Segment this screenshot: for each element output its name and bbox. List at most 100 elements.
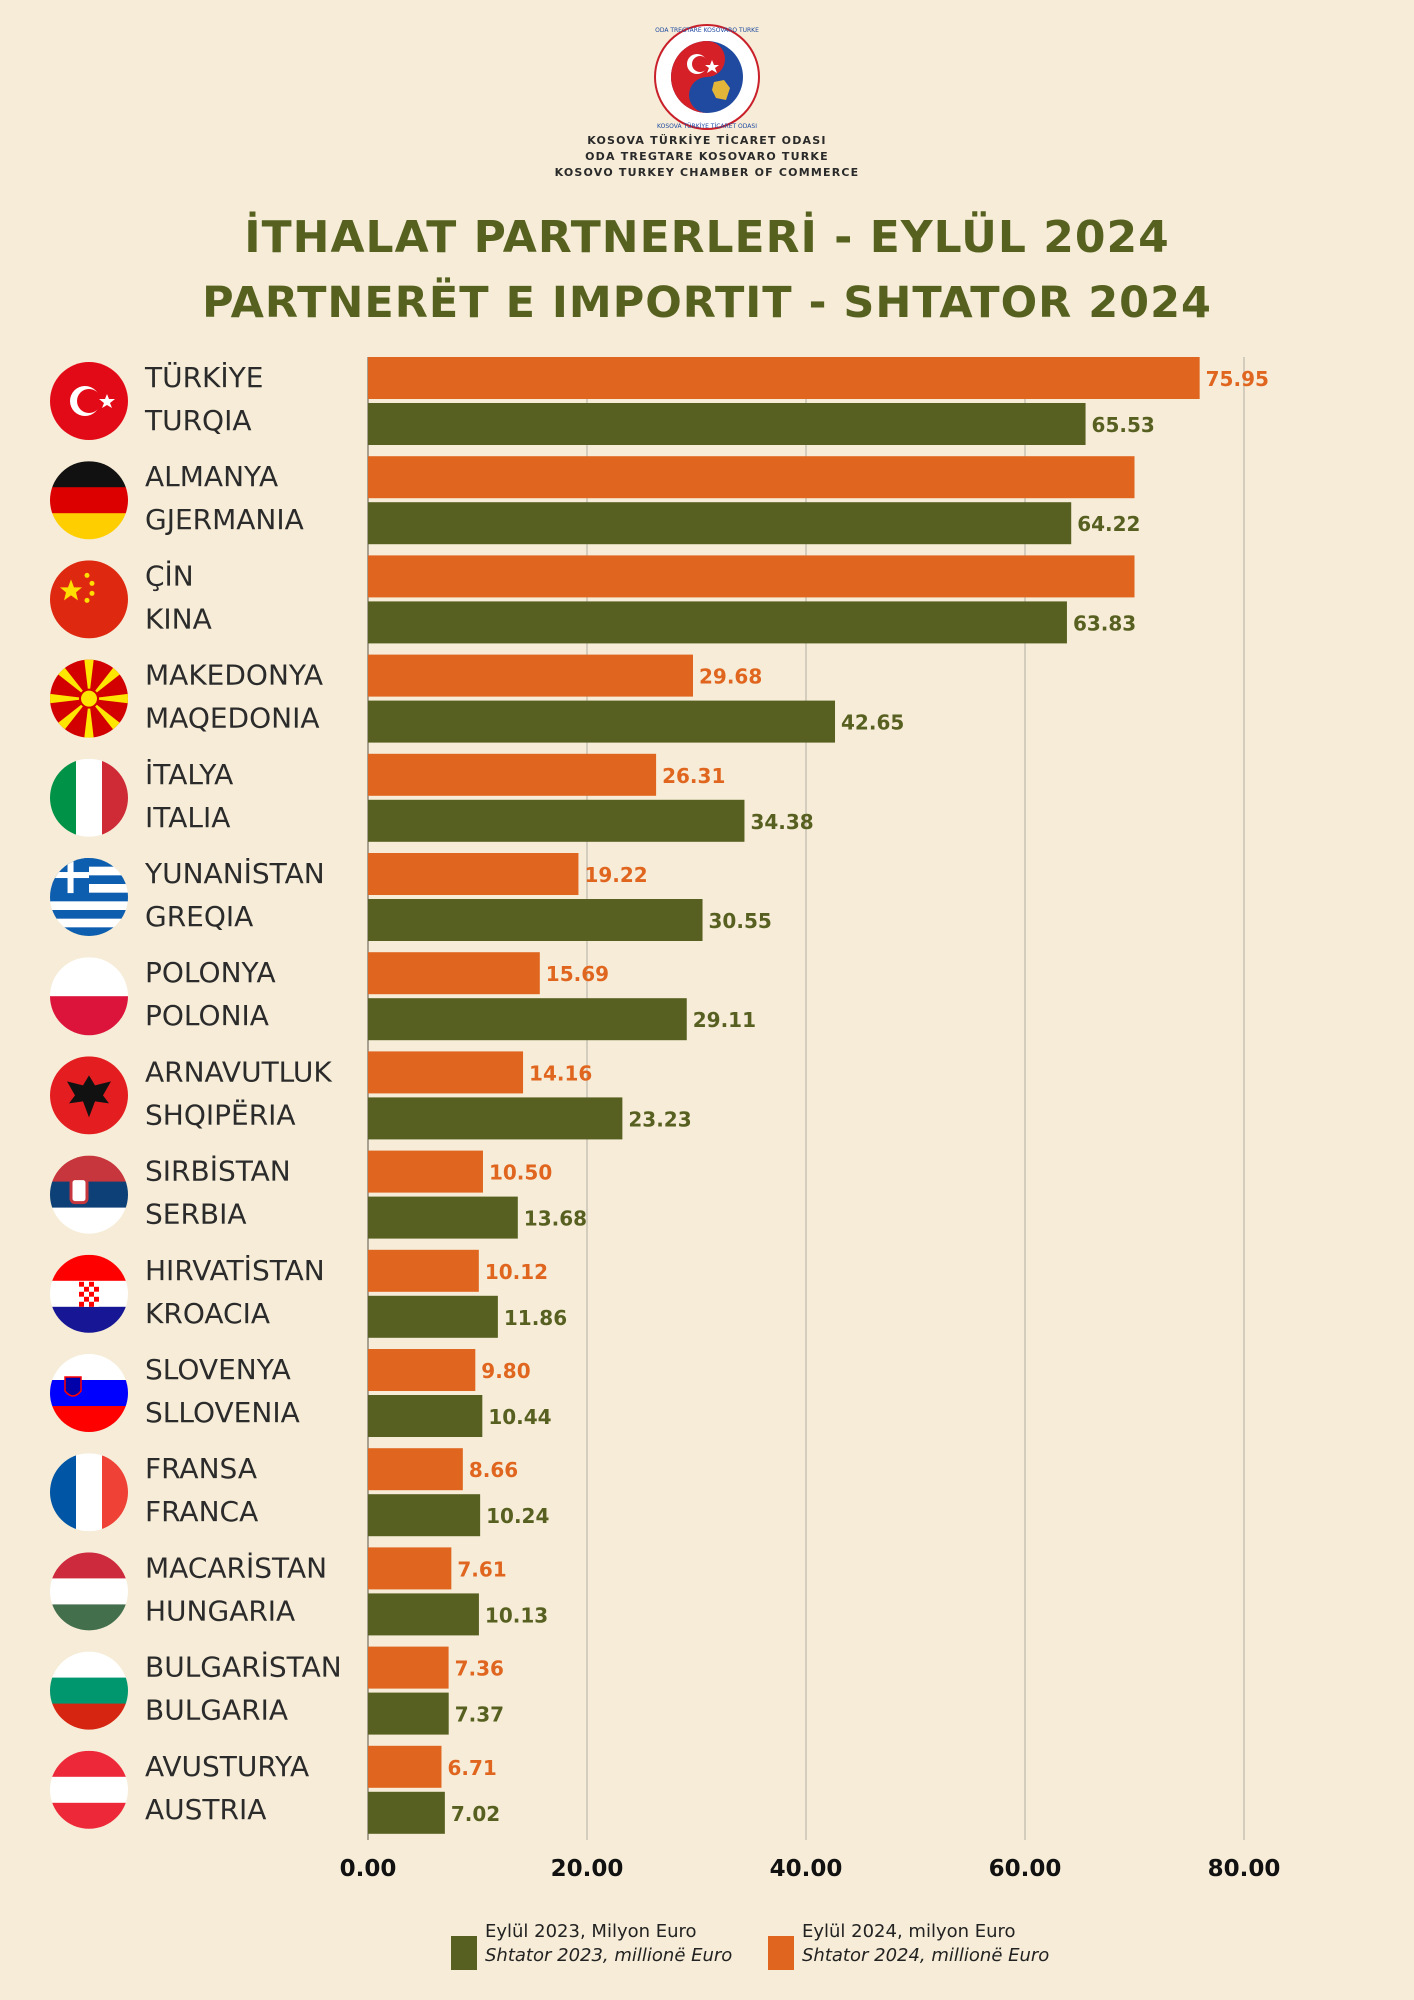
country-name-albanian: SLLOVENIA: [145, 1396, 300, 1429]
data-label-2024: 26.31: [662, 764, 725, 788]
org-name-english: KOSOVO TURKEY CHAMBER OF COMMERCE: [554, 166, 860, 179]
data-label-2023: 7.37: [455, 1703, 504, 1727]
data-label-2023: 65.53: [1092, 413, 1155, 437]
bar-2023: [368, 1791, 445, 1834]
bar-2023: [368, 899, 703, 941]
country-name-turkish: AVUSTURYA: [145, 1750, 309, 1783]
china-flag-icon: [50, 560, 128, 639]
bulgaria-flag-icon: [50, 1651, 128, 1730]
data-label-2024: 15.69: [546, 962, 609, 986]
x-tick-label: 20.00: [551, 1856, 624, 1882]
country-name-albanian: SERBIA: [145, 1198, 247, 1231]
bar-2023: [368, 799, 745, 842]
bar-2023: [368, 502, 1072, 545]
italy-flag-icon: [50, 758, 128, 837]
data-label-2024: 29.68: [699, 665, 762, 689]
bar-2023: [368, 1593, 479, 1636]
data-label-2024: 7.61: [457, 1557, 506, 1581]
country-name-albanian: KROACIA: [145, 1297, 270, 1330]
import-partners-bar-chart: 0.00 20.00 40.00 60.00 80.00 TÜRKİYE TURQIA 75.…: [50, 357, 1281, 1882]
turkey-flag-icon: [50, 362, 128, 440]
chart-title-turkish: İTHALAT PARTNERLERİ - EYLÜL 2024: [244, 212, 1170, 263]
country-name-albanian: FRANCA: [145, 1495, 258, 1528]
bar-2023: [368, 403, 1086, 445]
bar-2024: [368, 1150, 483, 1193]
bar-2024: [368, 357, 1200, 399]
data-label-2024: 14.16: [529, 1061, 592, 1085]
bar-2024: [368, 1646, 449, 1689]
country-name-albanian: KINA: [145, 602, 212, 635]
country-name-albanian: HUNGARIA: [145, 1594, 295, 1627]
bar-2024: [368, 1349, 476, 1391]
bar-2024: [368, 1051, 524, 1094]
country-name-turkish: ARNAVUTLUK: [145, 1055, 332, 1088]
bar-2024: [368, 1249, 479, 1292]
legend-label-2023-line2: Shtator 2023, millionë Euro: [485, 1945, 733, 1966]
bar-2024: [368, 654, 693, 697]
bar-2024: [368, 1547, 452, 1590]
legend-label-2024-line1: Eylül 2024, milyon Euro: [802, 1921, 1016, 1942]
data-label-2024: 8.66: [469, 1458, 518, 1482]
data-label-2023: 10.24: [486, 1504, 549, 1528]
country-name-turkish: HIRVATİSTAN: [145, 1254, 325, 1287]
bar-2023: [368, 1196, 518, 1239]
logo-ring-text-top: ODA TREGTARE KOSOVARO TURKE: [655, 27, 759, 34]
bar-2024: [368, 753, 657, 796]
greece-flag-icon: [50, 858, 128, 936]
country-name-albanian: TURQIA: [144, 404, 252, 437]
chart-title-albanian: PARTNERËT E IMPORTIT - SHTATOR 2024: [202, 278, 1212, 328]
bar-2023: [368, 700, 836, 743]
data-label-2024: 75.95: [1206, 367, 1269, 391]
data-label-2023: 63.83: [1073, 611, 1136, 635]
chamber-logo: ODA TREGTARE KOSOVARO TURKE KOSOVA TÜRKİ…: [0, 22, 1414, 132]
country-name-albanian: AUSTRIA: [145, 1793, 266, 1826]
data-label-2023: 11.86: [504, 1306, 567, 1330]
country-name-albanian: SHQIPËRIA: [145, 1098, 296, 1131]
country-name-turkish: SIRBİSTAN: [145, 1155, 291, 1188]
data-label-2023: 29.11: [693, 1008, 756, 1032]
data-label-2023: 7.02: [451, 1802, 500, 1826]
org-name-albanian: ODA TREGTARE KOSOVARO TURKE: [585, 150, 829, 163]
data-label-2023: 10.13: [485, 1603, 548, 1627]
country-name-turkish: MACARİSTAN: [145, 1551, 327, 1584]
country-name-turkish: TÜRKİYE: [144, 360, 263, 394]
data-label-2023: 10.44: [488, 1405, 551, 1429]
country-name-turkish: İTALYA: [145, 758, 233, 791]
x-tick-label: 0.00: [340, 1856, 397, 1882]
data-label-2023: 30.55: [709, 909, 772, 933]
country-name-turkish: YUNANİSTAN: [144, 857, 325, 890]
country-name-turkish: BULGARİSTAN: [145, 1651, 342, 1684]
bar-2024: [368, 555, 1135, 598]
x-tick-label: 60.00: [989, 1856, 1062, 1882]
data-label-2024: 7.36: [455, 1657, 504, 1681]
croatia-flag-icon: [50, 1254, 128, 1333]
data-label-2024: 6.71: [447, 1756, 496, 1780]
legend-swatch-2024: [768, 1936, 794, 1970]
germany-flag-icon: [50, 461, 128, 540]
country-name-albanian: MAQEDONIA: [145, 702, 320, 735]
bar-2023: [368, 998, 687, 1041]
bar-2024: [368, 1448, 463, 1491]
country-name-albanian: GJERMANIA: [145, 503, 304, 536]
albania-flag-icon: [50, 1056, 128, 1135]
country-name-turkish: SLOVENYA: [145, 1353, 291, 1386]
x-tick-label: 80.00: [1208, 1856, 1281, 1882]
legend-label-2023-line1: Eylül 2023, Milyon Euro: [485, 1921, 697, 1942]
data-label-2023: 34.38: [750, 810, 813, 834]
chamber-logo-icon: ODA TREGTARE KOSOVARO TURKE KOSOVA TÜRKİ…: [654, 24, 760, 130]
org-name-turkish: KOSOVA TÜRKİYE TİCARET ODASI: [587, 134, 827, 147]
bar-2023: [368, 1395, 483, 1437]
bar-2023: [368, 1295, 498, 1338]
poland-flag-icon: [50, 957, 128, 1036]
data-label-2024: 10.50: [489, 1161, 552, 1185]
hungary-flag-icon: [50, 1552, 128, 1631]
country-name-albanian: BULGARIA: [145, 1694, 288, 1727]
bar-2024: [368, 1745, 442, 1788]
country-name-albanian: ITALIA: [145, 801, 230, 834]
country-name-turkish: MAKEDONYA: [145, 659, 323, 692]
bar-2023: [368, 1097, 623, 1140]
legend-label-2024-line2: Shtator 2024, millionë Euro: [802, 1945, 1050, 1966]
bar-2023: [368, 601, 1067, 644]
country-name-albanian: POLONIA: [145, 999, 269, 1032]
france-flag-icon: [50, 1453, 128, 1532]
